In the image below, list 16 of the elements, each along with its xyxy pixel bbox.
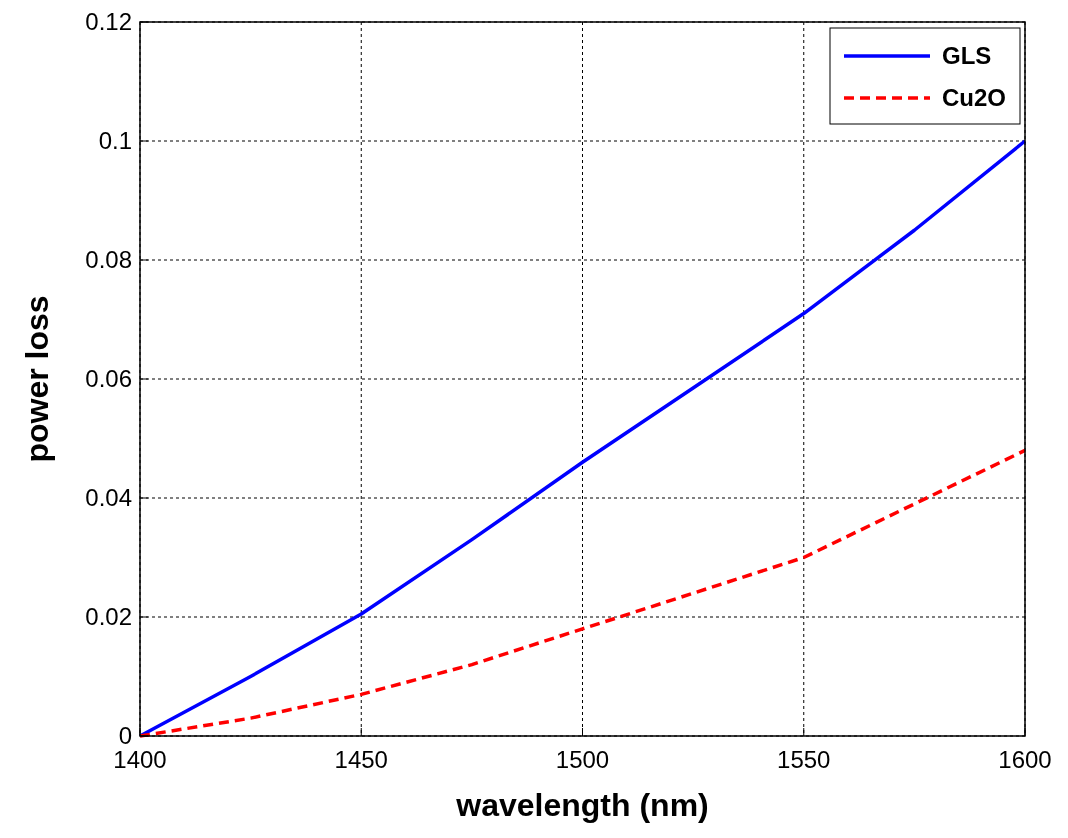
x-tick-label: 1550 [777,746,831,773]
y-tick-label: 0.08 [85,246,132,273]
y-tick-label: 0.02 [85,603,132,630]
y-tick-label: 0.1 [98,127,132,154]
legend-label: GLS [942,42,992,69]
legend-label: Cu2O [942,84,1007,111]
x-axis-title: wavelength (nm) [455,787,709,823]
y-tick-label: 0.04 [85,484,132,511]
y-tick-label: 0 [118,722,132,749]
x-tick-label: 1600 [998,746,1052,773]
y-tick-label: 0.06 [85,365,132,392]
x-tick-label: 1500 [555,746,610,773]
x-tick-label: 1400 [113,746,167,773]
y-axis-title: power loss [19,295,55,463]
y-tick-label: 0.12 [85,8,132,35]
x-tick-label: 1450 [334,746,388,773]
